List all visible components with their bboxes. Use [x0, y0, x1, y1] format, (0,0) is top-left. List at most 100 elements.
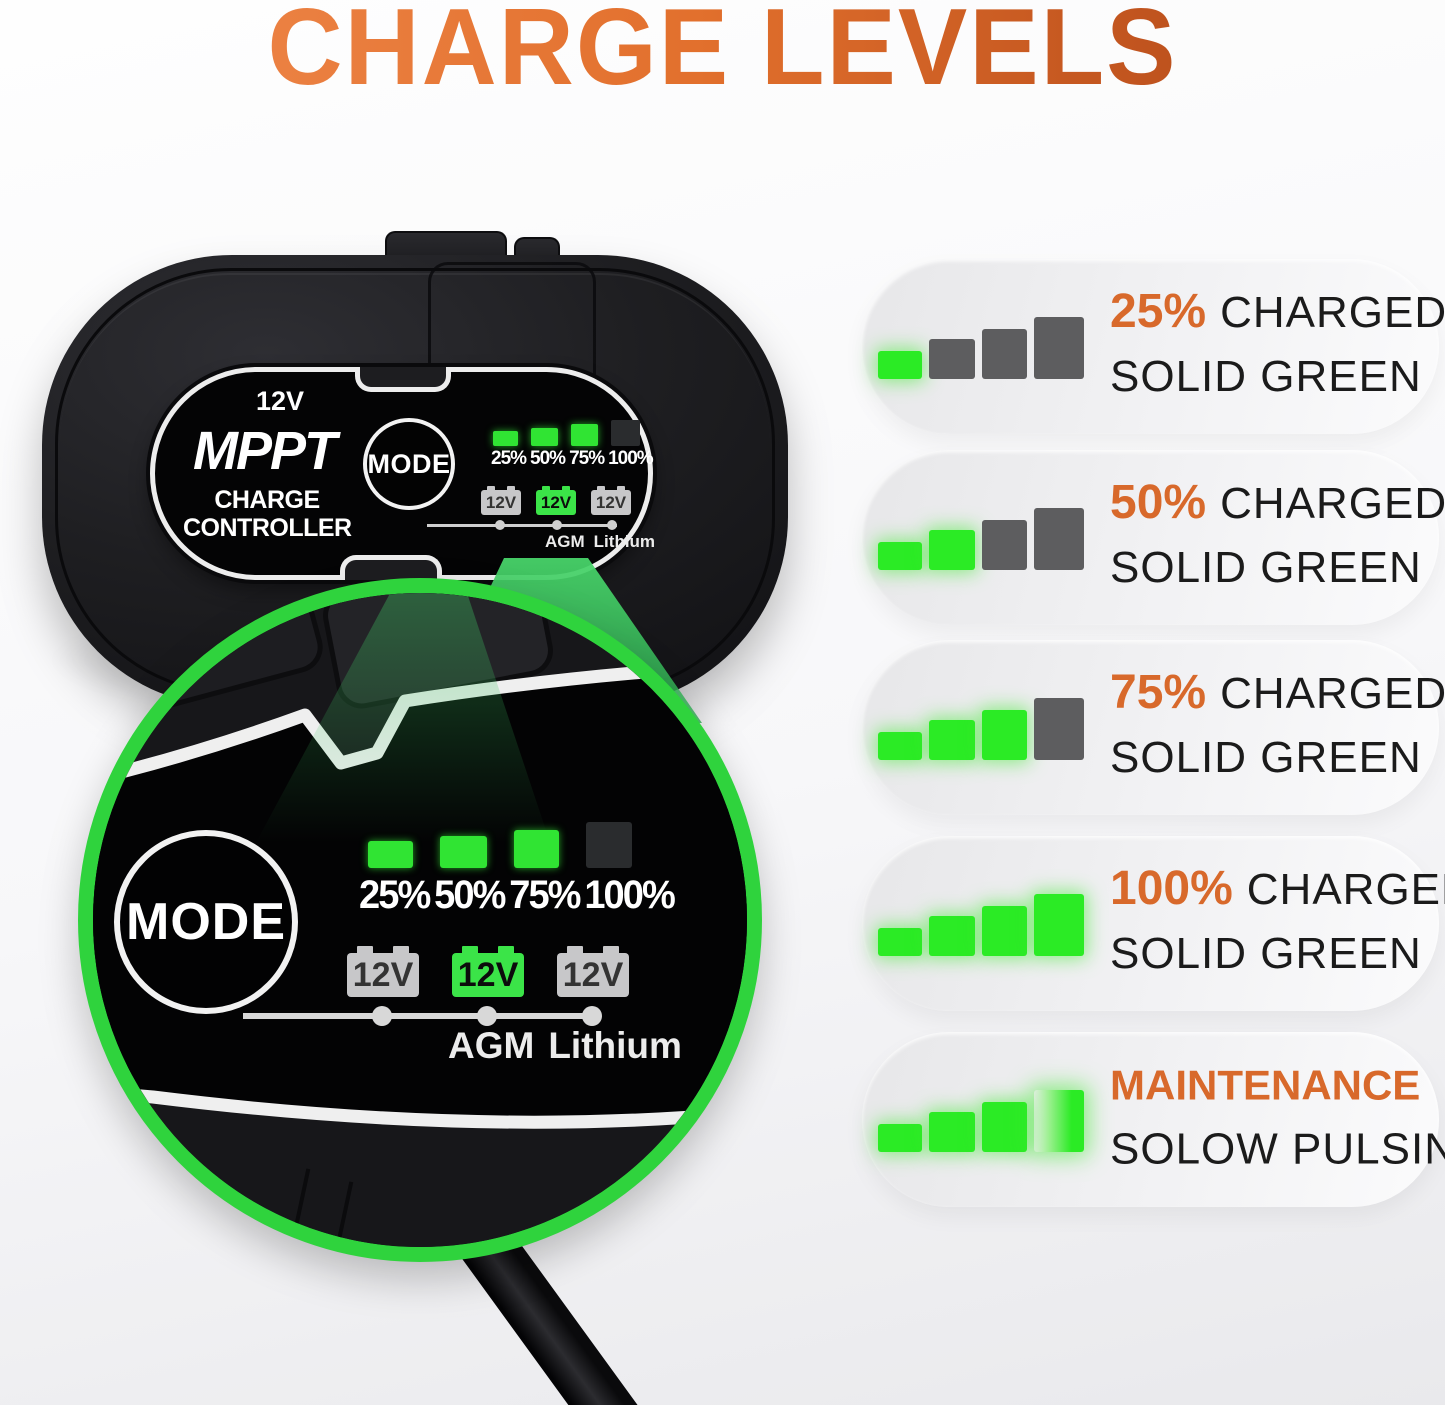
battery-indicator: 12V	[591, 486, 631, 515]
percent-100-label: 100%	[584, 873, 676, 917]
agm-label: AGM	[545, 532, 585, 551]
device-display: 12V MPPT CHARGE CONTROLLER MODE 25% 50% …	[150, 367, 655, 580]
charge-level-bars	[878, 508, 1084, 570]
battery-indicator: 12V	[536, 486, 576, 515]
led-bar	[586, 822, 632, 868]
percent-100-label: 100%	[608, 448, 654, 469]
legend-percent: 100%	[1110, 861, 1233, 915]
device-subtitle: CHARGE CONTROLLER	[183, 486, 352, 542]
legend-title: CHARGED	[1220, 287, 1445, 337]
charge-bar	[878, 1124, 922, 1152]
legend-subtitle: SOLID GREEN	[1110, 928, 1422, 978]
mode-button-magnified: MODE	[114, 830, 298, 1014]
charge-bar	[982, 329, 1027, 379]
led-bar	[514, 830, 559, 868]
battery-indicator: 12V	[452, 946, 524, 997]
legend-percent: 75%	[1110, 665, 1207, 719]
charge-bar	[929, 720, 975, 760]
legend-percent: MAINTENANCE	[1110, 1061, 1421, 1109]
legend-item-75: 75% CHARGED SOLID GREEN	[862, 640, 1445, 815]
charge-bar	[929, 916, 975, 956]
selector-dot	[372, 1006, 392, 1026]
charge-bar	[982, 906, 1027, 956]
legend-percent: 25%	[1110, 284, 1207, 338]
selector-line	[427, 520, 617, 530]
legend-subtitle: SOLID GREEN	[1110, 351, 1422, 401]
percent-scale-magnified: 25% 50% 75% 100%	[359, 873, 676, 918]
legend-item-maintenance: MAINTENANCE SOLOW PULSING	[862, 1032, 1445, 1207]
charge-bar	[982, 1102, 1027, 1152]
charge-bar	[878, 351, 922, 379]
battery-type-row-magnified: 12V 12V 12V	[347, 946, 629, 997]
chemistry-labels: AGM Lithium	[545, 532, 655, 552]
mode-button-label: MODE	[367, 448, 451, 479]
charge-bar	[1034, 894, 1084, 956]
charge-bar	[982, 520, 1027, 570]
charge-meter	[493, 416, 640, 446]
battery-type-row: 12V 12V 12V	[481, 486, 631, 515]
mode-button-label: MODE	[126, 893, 286, 951]
charge-bar	[929, 339, 975, 379]
display-notch-top	[355, 367, 451, 392]
legend-item-100: 100% CHARGED SOLID GREEN	[862, 836, 1445, 1011]
percent-25-label: 25%	[359, 873, 431, 917]
subtitle-line1: CHARGE	[214, 486, 320, 514]
legend-subtitle: SOLOW PULSING	[1110, 1124, 1445, 1174]
agm-label: AGM	[448, 1025, 535, 1066]
magnified-display-outline	[93, 657, 747, 1129]
selector-dot	[552, 520, 562, 530]
charge-bar	[1034, 508, 1084, 570]
charge-bar	[1034, 1090, 1084, 1152]
led-bar	[440, 836, 487, 868]
display-notch-bottom	[340, 555, 442, 580]
brand-label: MPPT	[193, 421, 337, 481]
selector-dot	[477, 1006, 497, 1026]
legend-item-50: 50% CHARGED SOLID GREEN	[862, 450, 1445, 625]
percent-scale: 25% 50% 75% 100%	[491, 448, 654, 470]
battery-indicator: 12V	[557, 946, 629, 997]
page-title: CHARGE LEVELS	[0, 0, 1445, 110]
led-bar	[531, 428, 558, 446]
legend-title: CHARGED	[1220, 668, 1445, 718]
selector-line-magnified	[243, 1006, 602, 1026]
charge-bar	[878, 542, 922, 570]
legend-subtitle: SOLID GREEN	[1110, 542, 1422, 592]
charge-level-bars	[878, 698, 1084, 760]
charge-bar	[929, 1112, 975, 1152]
legend-subtitle: SOLID GREEN	[1110, 732, 1422, 782]
charge-level-bars	[878, 894, 1084, 956]
legend-percent: 50%	[1110, 475, 1207, 529]
charge-bar	[878, 928, 922, 956]
charge-bar	[1034, 698, 1084, 760]
led-bar	[571, 424, 598, 446]
lithium-label: Lithium	[593, 532, 656, 551]
charge-level-bars	[878, 317, 1084, 379]
charge-bar	[982, 710, 1027, 760]
led-bar	[493, 431, 518, 446]
zoom-circle-content: MODE 25% 50% 75% 100% 12V 12V 12V AGM Lith…	[93, 593, 747, 1247]
charge-bar	[1034, 317, 1084, 379]
chemistry-labels-magnified: AGM Lithium	[448, 1025, 682, 1067]
percent-50-label: 50%	[530, 448, 566, 469]
percent-50-label: 50%	[434, 873, 506, 917]
mode-button: MODE	[363, 418, 455, 510]
charge-bar	[878, 732, 922, 760]
selector-dot	[582, 1006, 602, 1026]
legend-title: CHARGED	[1220, 478, 1445, 528]
charge-bar	[929, 530, 975, 570]
voltage-label: 12V	[255, 386, 305, 416]
led-bar	[368, 841, 413, 868]
legend-item-25: 25% CHARGED SOLID GREEN	[862, 259, 1445, 434]
charge-level-bars	[878, 1090, 1084, 1152]
led-bar	[611, 420, 640, 446]
selector-dot	[495, 520, 505, 530]
subtitle-line2: CONTROLLER	[183, 514, 352, 542]
lithium-label: Lithium	[548, 1025, 682, 1066]
battery-indicator: 12V	[481, 486, 521, 515]
charge-meter-magnified	[368, 822, 632, 868]
selector-dot	[607, 520, 617, 530]
percent-25-label: 25%	[491, 448, 527, 469]
battery-indicator: 12V	[347, 946, 419, 997]
zoom-circle: MODE 25% 50% 75% 100% 12V 12V 12V AGM Lith…	[78, 578, 762, 1262]
